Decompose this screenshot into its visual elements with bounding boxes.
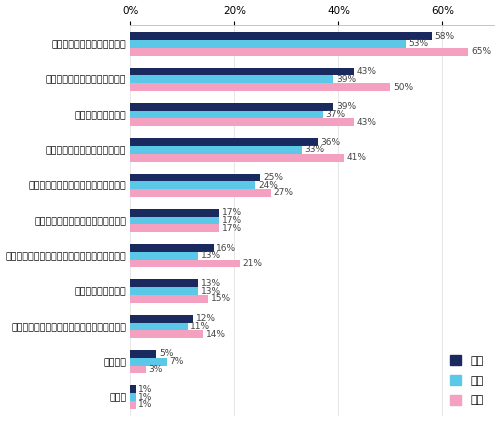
Bar	[130, 393, 136, 401]
Bar	[130, 279, 198, 287]
Text: 12%: 12%	[196, 314, 216, 323]
Text: 17%: 17%	[222, 216, 242, 225]
Text: 43%: 43%	[356, 118, 376, 127]
Bar	[130, 365, 146, 373]
Text: 27%: 27%	[274, 189, 293, 197]
Bar	[130, 287, 198, 295]
Text: 58%: 58%	[434, 32, 455, 41]
Bar	[130, 103, 334, 111]
Text: 53%: 53%	[408, 40, 429, 49]
Bar	[130, 68, 354, 76]
Text: 3%: 3%	[148, 365, 163, 374]
Text: 33%: 33%	[304, 146, 325, 154]
Bar	[130, 225, 219, 232]
Text: 41%: 41%	[346, 153, 366, 162]
Bar	[130, 181, 256, 189]
Bar	[130, 350, 156, 358]
Text: 1%: 1%	[138, 392, 152, 401]
Text: 7%: 7%	[170, 357, 184, 366]
Bar	[130, 189, 271, 197]
Bar	[130, 154, 344, 162]
Text: 1%: 1%	[138, 400, 152, 409]
Bar	[130, 330, 204, 338]
Text: 25%: 25%	[263, 173, 283, 182]
Bar	[130, 260, 240, 268]
Text: 15%: 15%	[211, 295, 231, 303]
Bar	[130, 385, 136, 393]
Text: 16%: 16%	[216, 243, 236, 252]
Bar	[130, 358, 167, 365]
Bar	[130, 40, 406, 48]
Text: 21%: 21%	[242, 259, 262, 268]
Bar	[130, 76, 334, 83]
Text: 50%: 50%	[393, 83, 413, 92]
Text: 65%: 65%	[471, 47, 491, 56]
Bar	[130, 295, 208, 303]
Bar	[130, 48, 468, 56]
Text: 17%: 17%	[222, 208, 242, 217]
Text: 5%: 5%	[159, 349, 174, 358]
Text: 1%: 1%	[138, 385, 152, 394]
Bar	[130, 146, 302, 154]
Text: 13%: 13%	[200, 287, 221, 296]
Bar	[130, 244, 214, 252]
Bar	[130, 216, 219, 225]
Text: 36%: 36%	[320, 138, 340, 146]
Bar	[130, 83, 390, 91]
Text: 13%: 13%	[200, 252, 221, 260]
Bar	[130, 322, 188, 330]
Bar	[130, 173, 260, 181]
Bar	[130, 401, 136, 408]
Text: 39%: 39%	[336, 75, 356, 84]
Bar	[130, 209, 219, 216]
Text: 37%: 37%	[326, 110, 345, 119]
Text: 17%: 17%	[222, 224, 242, 233]
Legend: 全体, 男性, 女性: 全体, 男性, 女性	[444, 350, 489, 411]
Bar	[130, 111, 323, 119]
Text: 24%: 24%	[258, 181, 278, 190]
Text: 13%: 13%	[200, 279, 221, 288]
Bar	[130, 32, 432, 40]
Bar	[130, 138, 318, 146]
Text: 14%: 14%	[206, 330, 226, 339]
Text: 43%: 43%	[356, 67, 376, 76]
Text: 11%: 11%	[190, 322, 210, 331]
Text: 39%: 39%	[336, 103, 356, 111]
Bar	[130, 315, 193, 322]
Bar	[130, 252, 198, 260]
Bar	[130, 119, 354, 126]
